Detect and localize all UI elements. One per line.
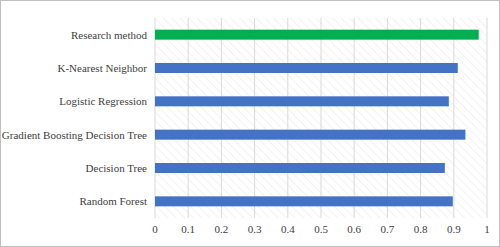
category-label: Gradient Boosting Decision Tree (2, 129, 147, 141)
x-tick-label: 0.4 (281, 223, 295, 235)
x-tick-label: 0.9 (447, 223, 461, 235)
grid-line (287, 18, 288, 218)
chart-container: 0 0.1 0.2 0.3 0.4 0.5 0.6 0.7 0.8 0.9 1 Research me… (0, 0, 500, 247)
bar (155, 96, 449, 106)
grid-line (420, 18, 421, 218)
chart-border (1, 1, 500, 247)
grid-line (321, 18, 322, 218)
grid-line (155, 18, 156, 218)
category-label: Decision Tree (86, 162, 148, 174)
x-tick-label: 1 (484, 223, 490, 235)
bars (155, 30, 479, 207)
grid-line (387, 18, 388, 218)
bar (155, 163, 445, 173)
x-tick-label: 0.2 (215, 223, 229, 235)
x-tick-label: 0.1 (181, 223, 195, 235)
x-tick-label: 0 (152, 223, 158, 235)
category-label: K-Nearest Neighbor (58, 62, 148, 74)
plot-background (155, 18, 487, 218)
bar (155, 130, 465, 140)
x-tick-label: 0.7 (381, 223, 395, 235)
grid-line (221, 18, 222, 218)
grid-line (254, 18, 255, 218)
category-label: Research method (71, 29, 148, 41)
grid-line (453, 18, 454, 218)
x-tick-label: 0.8 (414, 223, 428, 235)
bar (155, 196, 453, 206)
x-tick-label: 0.5 (314, 223, 328, 235)
grid-line (354, 18, 355, 218)
chart-svg: 0 0.1 0.2 0.3 0.4 0.5 0.6 0.7 0.8 0.9 1 Research me… (0, 0, 500, 247)
bar (155, 63, 458, 73)
category-label: Logistic Regression (59, 95, 147, 107)
grid-line (487, 18, 488, 218)
category-label: Random Forest (79, 195, 147, 207)
x-tick-label: 0.6 (347, 223, 361, 235)
x-tick-label: 0.3 (248, 223, 262, 235)
bar (155, 30, 479, 40)
grid-line (188, 18, 189, 218)
